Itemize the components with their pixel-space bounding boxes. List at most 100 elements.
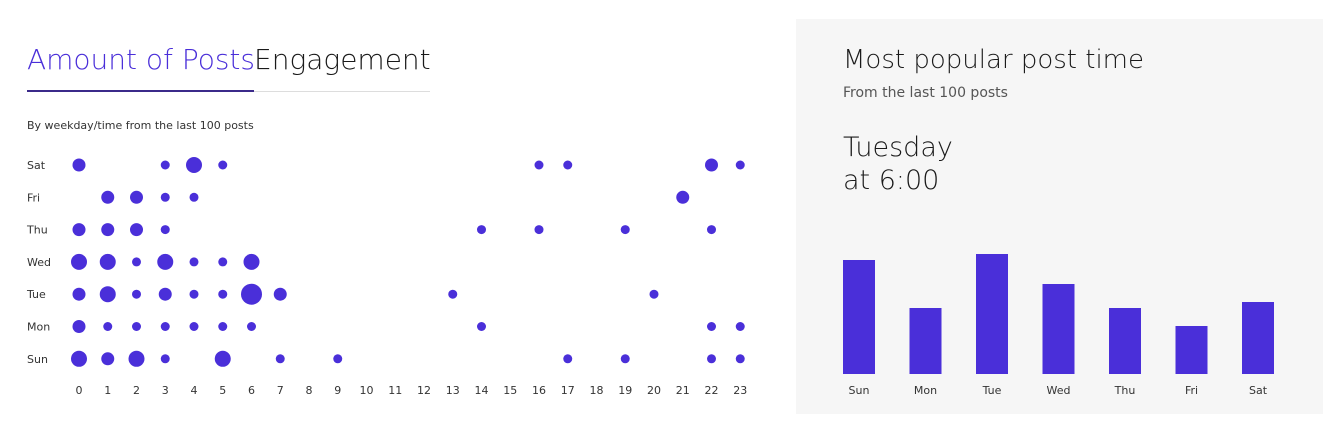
x-tick-label: 8 bbox=[306, 384, 313, 397]
post-count-dot bbox=[128, 350, 145, 367]
post-count-dot bbox=[103, 322, 113, 331]
post-count-dot bbox=[218, 289, 228, 299]
post-count-dot bbox=[72, 223, 86, 237]
post-count-dot bbox=[189, 322, 199, 331]
y-tick-label: Fri bbox=[27, 191, 40, 204]
post-count-dot bbox=[247, 322, 256, 331]
x-tick-label: 15 bbox=[503, 384, 517, 397]
tab-amount-of-posts[interactable]: Amount of Posts bbox=[27, 43, 255, 76]
post-count-dot bbox=[101, 190, 115, 204]
post-count-dot bbox=[735, 354, 745, 364]
post-count-dot bbox=[448, 289, 458, 299]
bar-category-label: Wed bbox=[1047, 384, 1071, 397]
day-bar bbox=[1175, 326, 1208, 374]
bar-category-label: Thu bbox=[1114, 384, 1136, 397]
x-tick-label: 12 bbox=[417, 384, 431, 397]
post-count-dot bbox=[218, 257, 228, 267]
post-count-dot bbox=[333, 354, 343, 364]
post-count-dot bbox=[649, 289, 659, 299]
post-count-dot bbox=[534, 160, 544, 170]
post-count-dot bbox=[189, 289, 199, 299]
tab-engagement[interactable]: Engagement bbox=[254, 43, 431, 76]
post-count-dot bbox=[130, 190, 143, 204]
day-bar bbox=[1109, 308, 1141, 374]
x-tick-label: 17 bbox=[561, 384, 575, 397]
post-count-dot bbox=[620, 225, 630, 235]
popular-day: Tuesday bbox=[843, 132, 953, 163]
x-tick-label: 16 bbox=[532, 384, 546, 397]
y-tick-label: Sun bbox=[27, 353, 48, 366]
post-count-dot bbox=[563, 354, 573, 364]
y-tick-label: Sat bbox=[27, 159, 46, 172]
post-count-dot bbox=[101, 223, 115, 237]
post-count-dot bbox=[705, 158, 718, 172]
post-count-dot bbox=[71, 253, 87, 270]
x-tick-label: 22 bbox=[705, 384, 719, 397]
y-tick-label: Wed bbox=[27, 256, 51, 269]
bar-category-label: Sun bbox=[849, 384, 870, 397]
post-count-dot bbox=[160, 225, 170, 235]
post-count-dot bbox=[676, 190, 690, 204]
x-tick-label: 13 bbox=[446, 384, 460, 397]
x-tick-label: 14 bbox=[475, 384, 489, 397]
x-tick-label: 3 bbox=[162, 384, 169, 397]
post-count-dot bbox=[72, 287, 86, 301]
post-count-dot bbox=[563, 160, 573, 170]
x-tick-label: 20 bbox=[647, 384, 661, 397]
x-tick-label: 11 bbox=[388, 384, 402, 397]
x-tick-label: 19 bbox=[618, 384, 632, 397]
post-count-dot bbox=[477, 322, 486, 331]
post-count-dot bbox=[160, 192, 170, 202]
post-count-dot bbox=[157, 253, 174, 270]
post-count-dot bbox=[72, 158, 86, 172]
panel-subtitle: From the last 100 posts bbox=[843, 85, 1008, 101]
post-count-dot bbox=[189, 257, 199, 267]
post-count-dot bbox=[214, 350, 231, 367]
panel-title: Most popular post time bbox=[843, 45, 1145, 75]
post-count-dot bbox=[130, 223, 143, 237]
post-count-dot bbox=[160, 160, 170, 170]
bar-category-label: Mon bbox=[914, 384, 937, 397]
post-count-dot bbox=[241, 283, 262, 305]
post-count-dot bbox=[275, 354, 285, 364]
post-count-dot bbox=[189, 192, 199, 202]
bar-category-label: Sat bbox=[1249, 384, 1268, 397]
x-tick-label: 0 bbox=[76, 384, 83, 397]
day-bar bbox=[1242, 302, 1274, 374]
x-tick-label: 4 bbox=[191, 384, 198, 397]
x-tick-label: 6 bbox=[248, 384, 255, 397]
post-count-dot bbox=[243, 253, 260, 270]
post-count-dot bbox=[132, 289, 141, 299]
post-count-dot bbox=[218, 160, 228, 170]
day-bar bbox=[976, 254, 1008, 374]
x-tick-label: 9 bbox=[334, 384, 341, 397]
y-tick-label: Thu bbox=[26, 224, 48, 237]
post-count-dot bbox=[707, 225, 716, 235]
post-count-dot bbox=[160, 354, 170, 364]
post-count-dot bbox=[99, 253, 116, 270]
chart-tabs: Amount of Posts Engagement bbox=[27, 38, 431, 94]
post-count-dot bbox=[707, 354, 716, 364]
post-count-dot bbox=[620, 354, 630, 364]
post-count-dot bbox=[273, 287, 287, 301]
day-bar bbox=[843, 260, 875, 374]
bar-category-label: Tue bbox=[982, 384, 1002, 397]
x-tick-label: 21 bbox=[676, 384, 690, 397]
popular-time-highlight: Tuesday at 6:00 bbox=[843, 131, 953, 197]
y-tick-label: Mon bbox=[27, 321, 50, 334]
post-count-dot bbox=[707, 322, 716, 331]
x-tick-label: 23 bbox=[733, 384, 747, 397]
post-count-dot bbox=[477, 225, 486, 235]
post-count-dot bbox=[534, 225, 544, 235]
post-count-dot bbox=[71, 350, 87, 367]
post-count-dot bbox=[101, 352, 115, 366]
x-tick-label: 5 bbox=[219, 384, 226, 397]
active-tab-indicator bbox=[27, 90, 254, 92]
popular-time-panel: Most popular post time From the last 100… bbox=[796, 19, 1323, 414]
x-tick-label: 7 bbox=[277, 384, 284, 397]
post-count-dot bbox=[132, 257, 141, 267]
x-tick-label: 1 bbox=[104, 384, 111, 397]
x-tick-label: 10 bbox=[360, 384, 374, 397]
post-count-dot bbox=[735, 322, 745, 331]
post-count-dot bbox=[99, 286, 116, 303]
